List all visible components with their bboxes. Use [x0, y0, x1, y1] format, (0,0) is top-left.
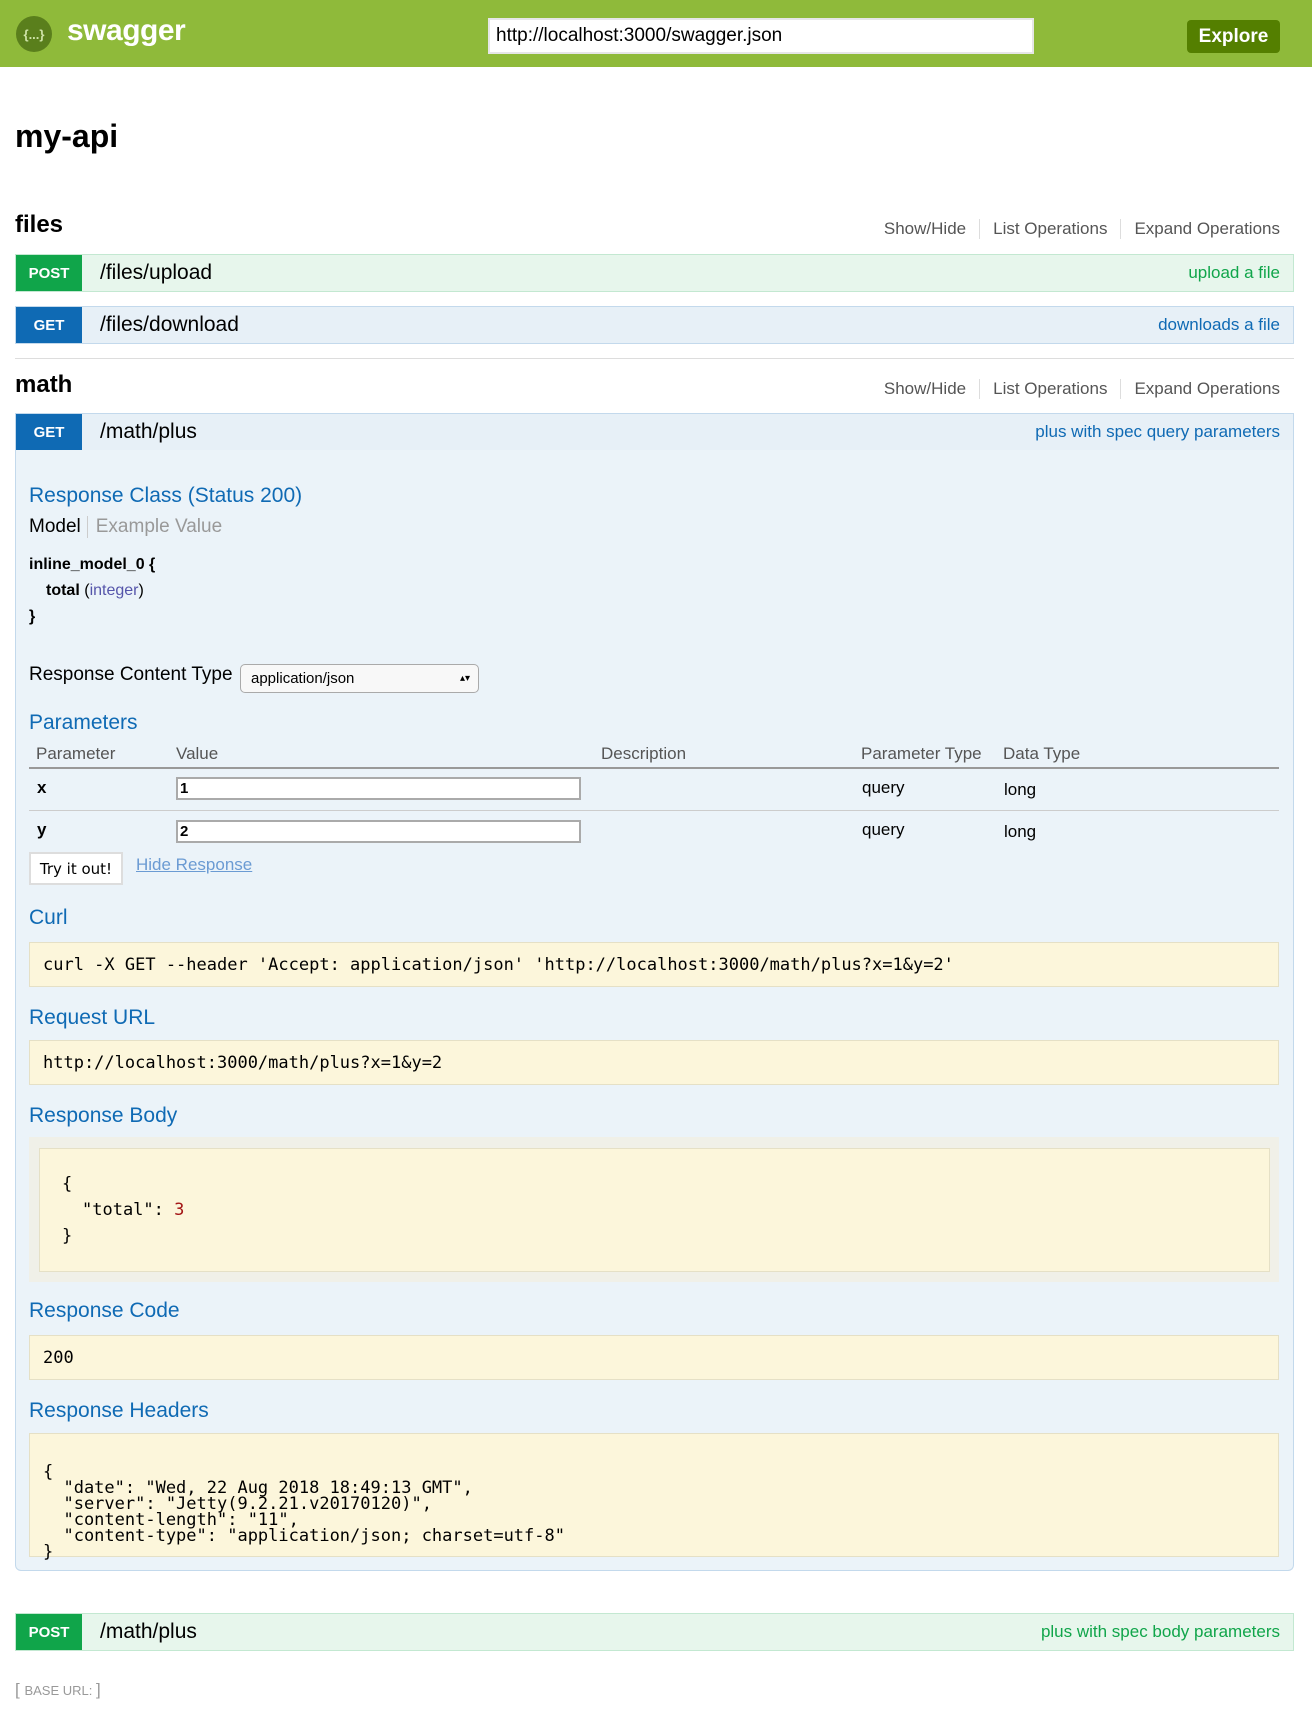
param-type: query [862, 820, 905, 839]
response-headers-box: { "date": "Wed, 22 Aug 2018 18:49:13 GMT… [29, 1433, 1279, 1562]
resource-files-heading[interactable]: files [15, 211, 64, 238]
col-value: Value [176, 744, 219, 763]
operation-post-files-upload[interactable]: POST /files/upload upload a file [15, 254, 1294, 292]
response-body: { "total": 3} [39, 1148, 1270, 1272]
header-line: "content-length": "11", [43, 1510, 299, 1530]
col-description: Description [601, 744, 687, 763]
method-badge: POST [16, 255, 82, 291]
resource-math-links: Show/Hide List Operations Expand Operati… [871, 379, 1280, 399]
operation-summary[interactable]: plus with spec query parameters [1035, 422, 1280, 441]
operation-summary[interactable]: plus with spec body parameters [1040, 1622, 1280, 1641]
response-code-box: 200 [29, 1335, 1279, 1380]
operation-path[interactable]: /math/plus [100, 420, 197, 443]
method-badge: POST [16, 1614, 82, 1650]
resource-divider [15, 358, 1294, 359]
request-url-heading: Request URL [29, 1006, 156, 1029]
param-x-input[interactable] [176, 777, 581, 800]
brace: { [62, 1174, 73, 1194]
header-line: { [43, 1462, 54, 1482]
brand-name: swagger [67, 14, 186, 47]
operation-summary[interactable]: downloads a file [1158, 315, 1280, 334]
operation-post-math-plus[interactable]: POST /math/plus plus with spec body para… [15, 1613, 1294, 1651]
response-code: 200 [43, 1347, 74, 1368]
response-headers-heading: Response Headers [29, 1399, 209, 1422]
json-key: "total": [82, 1200, 175, 1220]
header-line: "server": "Jetty(9.2.21.v20170120)", [43, 1494, 432, 1514]
model-name: inline_model_0 { [29, 556, 156, 573]
method-badge: GET [16, 414, 82, 450]
param-name: x [37, 778, 47, 797]
model-property: total (integer) [46, 582, 144, 600]
base-url: [ BASE URL: ] [15, 1680, 101, 1699]
curl-command: curl -X GET --header 'Accept: applicatio… [43, 954, 954, 975]
response-class-heading: Response Class (Status 200) [29, 484, 303, 507]
brace: } [62, 1226, 73, 1246]
show-hide-link[interactable]: Show/Hide [883, 379, 967, 398]
header-line: } [43, 1542, 54, 1562]
expand-operations-link[interactable]: Expand Operations [1120, 379, 1280, 399]
table-header-line [29, 767, 1279, 769]
curl-box: curl -X GET --header 'Accept: applicatio… [29, 942, 1279, 987]
operation-path[interactable]: /files/download [100, 313, 239, 336]
operation-summary[interactable]: upload a file [1188, 263, 1280, 282]
response-code-heading: Response Code [29, 1299, 180, 1322]
col-data-type: Data Type [1003, 744, 1081, 763]
selected-value: application/json [251, 670, 355, 687]
property-name: total [46, 582, 80, 599]
page-title: my-api [15, 118, 119, 154]
data-type: long [1004, 822, 1037, 841]
list-operations-link[interactable]: List Operations [979, 379, 1120, 399]
paren: ) [138, 582, 144, 599]
json-value: 3 [174, 1200, 185, 1220]
content-type-label: Response Content Type [29, 664, 233, 685]
try-it-out-button[interactable]: Try it out! [29, 852, 123, 885]
response-body-heading: Response Body [29, 1104, 178, 1127]
resource-files-links: Show/Hide List Operations Expand Operati… [871, 219, 1280, 239]
request-url: http://localhost:3000/math/plus?x=1&y=2 [43, 1052, 443, 1073]
parameters-heading: Parameters [29, 711, 138, 734]
row-divider [29, 810, 1279, 811]
swagger-logo-icon: {...} [16, 16, 52, 52]
base-url-label: BASE URL: [24, 1683, 96, 1698]
property-type: integer [89, 582, 139, 599]
hide-response-link[interactable]: Hide Response [136, 855, 253, 874]
model-close: } [29, 608, 36, 625]
operation-get-files-download[interactable]: GET /files/download downloads a file [15, 306, 1294, 344]
show-hide-link[interactable]: Show/Hide [883, 219, 967, 238]
body-line: "total": 3 [62, 1197, 1269, 1223]
spec-url-input[interactable] [488, 18, 1034, 54]
expand-operations-link[interactable]: Expand Operations [1120, 219, 1280, 239]
explore-button[interactable]: Explore [1187, 20, 1280, 53]
header-line: "date": "Wed, 22 Aug 2018 18:49:13 GMT", [43, 1478, 473, 1498]
model-tabs: Model Example Value [29, 516, 222, 538]
resource-math-heading[interactable]: math [15, 371, 73, 398]
col-parameter-type: Parameter Type [861, 744, 982, 763]
param-name: y [37, 820, 47, 839]
header-line: "content-type": "application/json; chars… [43, 1526, 565, 1546]
operation-details-panel [15, 450, 1294, 1571]
request-url-box: http://localhost:3000/math/plus?x=1&y=2 [29, 1040, 1279, 1085]
param-type: query [862, 778, 905, 797]
method-badge: GET [16, 307, 82, 343]
operation-get-math-plus[interactable]: GET /math/plus plus with spec query para… [15, 413, 1294, 451]
col-parameter: Parameter [36, 744, 116, 763]
operation-path[interactable]: /math/plus [100, 1620, 197, 1643]
list-operations-link[interactable]: List Operations [979, 219, 1120, 239]
model-tab[interactable]: Model [29, 516, 88, 538]
paren: ( [79, 582, 90, 599]
param-y-input[interactable] [176, 820, 581, 843]
example-value-tab[interactable]: Example Value [95, 516, 223, 537]
content-type-select[interactable]: application/json ▴▾ [240, 664, 479, 693]
select-arrows-icon: ▴▾ [459, 673, 470, 684]
operation-path[interactable]: /files/upload [100, 261, 213, 284]
data-type: long [1004, 780, 1037, 799]
curl-heading: Curl [29, 906, 68, 929]
